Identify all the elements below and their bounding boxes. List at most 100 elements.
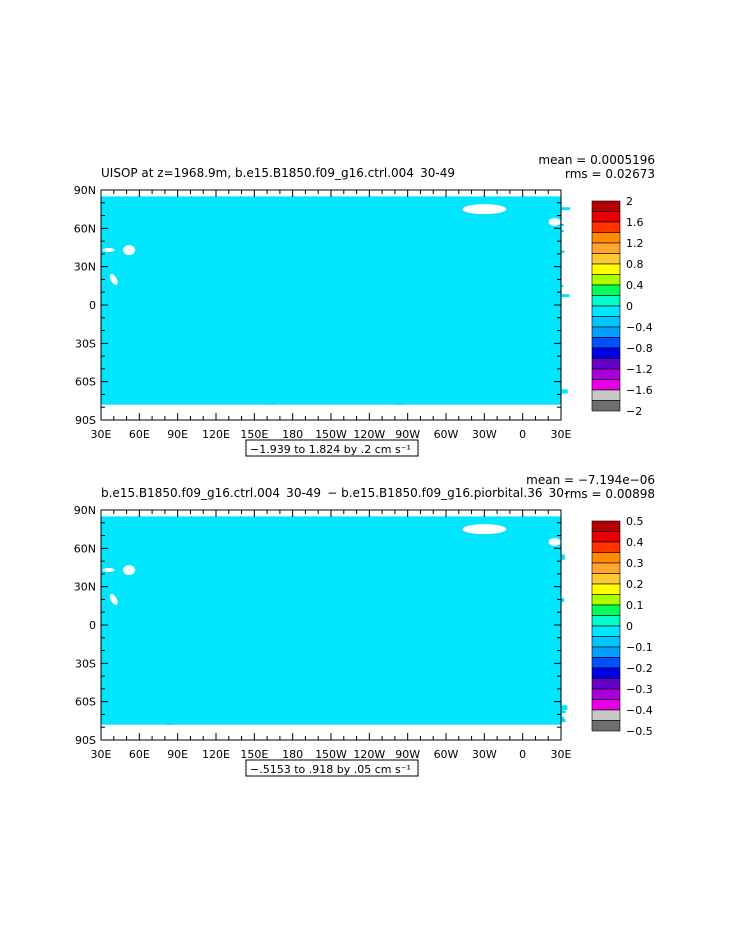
field-cell — [519, 218, 529, 221]
field-cell — [276, 608, 286, 611]
field-cell — [445, 289, 449, 294]
field-cell — [184, 690, 192, 693]
y-tick-label: 30N — [74, 261, 96, 274]
field-cell — [515, 356, 525, 360]
field-cell — [276, 368, 287, 373]
field-cell — [212, 660, 217, 663]
colorbar-label: −2 — [626, 405, 642, 418]
field-cell — [471, 371, 474, 375]
y-tick-label: 60S — [75, 376, 96, 389]
field-cell — [551, 335, 555, 338]
x-tick-label: 120W — [353, 428, 385, 441]
field-cell — [177, 265, 189, 268]
field-cell — [110, 661, 120, 666]
x-tick-label: 150W — [315, 748, 347, 761]
field-cell — [182, 535, 187, 539]
x-tick-label: 180 — [282, 428, 303, 441]
field-cell — [193, 323, 202, 327]
field-cell — [208, 636, 214, 642]
y-tick-label: 60N — [74, 542, 96, 555]
field-cell — [180, 307, 193, 312]
field-cell — [301, 218, 311, 225]
field-cell — [181, 284, 192, 289]
field-cell — [325, 710, 338, 716]
field-cell — [236, 576, 242, 581]
field-cell — [300, 676, 311, 680]
field-cell — [121, 369, 131, 374]
field-cell — [551, 615, 554, 618]
field-cell — [478, 287, 488, 290]
field-cell — [398, 283, 408, 287]
field-cell — [217, 250, 227, 255]
field-cell — [156, 704, 166, 710]
field-cell — [430, 621, 434, 626]
field-cell — [511, 712, 516, 718]
field-cell — [355, 696, 363, 700]
field-cell — [285, 271, 296, 276]
field-cell — [422, 692, 427, 695]
field-cell — [476, 650, 482, 657]
field-cell — [540, 596, 544, 602]
field-cell — [538, 288, 545, 290]
colorbar-swatch — [591, 284, 621, 296]
field-cell — [367, 593, 377, 597]
field-cell — [212, 312, 224, 315]
field-cell — [532, 400, 544, 405]
field-cell — [438, 327, 441, 333]
field-cell — [410, 582, 420, 586]
field-cell — [128, 258, 140, 262]
field-cell — [402, 388, 411, 394]
y-tick-label: 90N — [74, 184, 96, 197]
field-cell — [268, 306, 281, 309]
field-cell — [402, 541, 410, 545]
field-cell — [546, 281, 552, 284]
field-cell — [361, 346, 365, 349]
field-cell — [390, 651, 399, 655]
field-cell — [316, 254, 322, 260]
field-cell — [251, 323, 263, 328]
field-cell — [191, 352, 199, 355]
field-cell — [277, 321, 280, 326]
field-cell — [496, 228, 504, 232]
field-cell — [198, 720, 208, 723]
field-cell — [395, 387, 401, 391]
field-cell — [288, 222, 299, 225]
field-cell — [266, 283, 274, 287]
field-cell — [409, 226, 419, 230]
field-cell — [210, 296, 217, 300]
field-cell — [175, 686, 184, 690]
field-cell — [364, 579, 375, 586]
field-cell — [282, 326, 288, 330]
field-cell — [529, 284, 533, 288]
field-cell — [209, 375, 219, 379]
colorbar-label: −1.2 — [626, 363, 653, 376]
field-cell — [114, 235, 126, 242]
field-cell — [183, 661, 192, 665]
field-cell — [560, 285, 564, 288]
field-cell — [111, 705, 124, 709]
field-cell — [202, 320, 207, 323]
field-cell — [357, 719, 362, 724]
field-cell — [203, 591, 208, 596]
field-cell — [523, 552, 536, 555]
field-cell — [311, 324, 318, 330]
field-cell — [425, 296, 435, 300]
field-cell — [502, 373, 511, 376]
colorbar-swatch — [591, 604, 621, 616]
field-cell — [409, 640, 413, 644]
field-cell — [260, 528, 272, 533]
field-cell — [245, 572, 256, 576]
field-cell — [402, 216, 408, 221]
field-cell — [293, 393, 300, 400]
field-cell — [298, 599, 304, 601]
field-cell — [214, 709, 223, 714]
field-texture — [101, 522, 568, 725]
field-cell — [102, 290, 114, 294]
field-cell — [286, 362, 295, 368]
field-cell — [340, 650, 353, 654]
field-cell — [306, 574, 309, 579]
field-cell — [366, 264, 369, 267]
field-cell — [335, 368, 340, 371]
field-cell — [318, 542, 330, 546]
field-cell — [181, 372, 191, 378]
